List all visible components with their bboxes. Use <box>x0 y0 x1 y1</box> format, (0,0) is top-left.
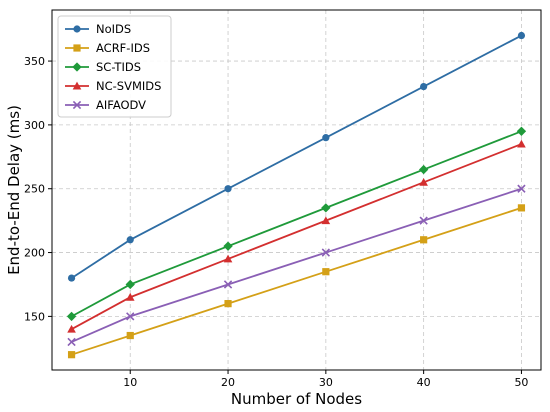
y-axis-ticks: 150 200 250 300 350 <box>24 55 52 323</box>
legend-marker <box>73 44 81 52</box>
data-point-nc-svmids <box>125 292 135 301</box>
data-point-aifaodv <box>517 184 526 193</box>
x-tick-label: 50 <box>514 376 528 389</box>
series-acrf-ids <box>67 204 526 359</box>
x-axis-ticks: 10 20 30 40 50 <box>123 370 528 389</box>
series-noids <box>67 31 526 282</box>
data-point-noids <box>67 274 76 282</box>
data-point-noids <box>420 82 428 91</box>
y-tick-label: 350 <box>24 55 45 68</box>
legend-label: NoIDS <box>96 22 131 36</box>
data-point-aifaodv <box>126 312 135 321</box>
data-point-sc-tids <box>223 241 233 251</box>
legend-marker <box>72 81 82 90</box>
legend-label: SC-TIDS <box>96 60 141 74</box>
data-point-aifaodv <box>321 248 331 257</box>
data-point-acrf-ids <box>224 300 232 308</box>
legend-marker <box>72 100 82 110</box>
data-point-sc-tids <box>125 279 135 290</box>
legend-label: NC-SVMIDS <box>96 79 161 93</box>
series-line-noids <box>71 34 522 279</box>
data-point-acrf-ids <box>126 331 134 340</box>
data-point-noids <box>322 134 330 142</box>
legend-marker <box>72 62 82 72</box>
data-point-nc-svmids <box>321 216 331 225</box>
y-tick-label: 250 <box>24 183 45 196</box>
x-tick-label: 10 <box>123 376 137 389</box>
x-tick-label: 20 <box>221 376 235 389</box>
x-axis-title: Number of Nodes <box>231 390 362 408</box>
legend: NoIDS ACRF-IDS SC-TIDS NC-SVMIDS AIFAODV <box>57 15 172 118</box>
legend-marker <box>73 25 81 33</box>
legend-item-acrf-ids: ACRF-IDS <box>65 41 150 55</box>
legend-label: ACRF-IDS <box>96 41 150 55</box>
data-point-sc-tids <box>66 311 77 322</box>
y-tick-label: 200 <box>24 247 45 260</box>
series-nc-svmids <box>67 139 526 333</box>
series-sc-tids <box>66 126 527 322</box>
data-point-aifaodv <box>67 337 76 347</box>
series-line-acrf-ids <box>71 207 522 356</box>
data-point-sc-tids <box>516 126 527 136</box>
legend-box <box>57 15 172 118</box>
x-tick-label: 30 <box>319 376 333 389</box>
data-point-noids <box>126 236 134 244</box>
x-tick-label: 40 <box>417 376 431 389</box>
data-point-acrf-ids <box>67 351 76 359</box>
series-group <box>66 31 527 359</box>
data-point-acrf-ids <box>420 236 428 244</box>
legend-label: AIFAODV <box>96 98 146 112</box>
plot-area <box>51 9 542 371</box>
series-aifaodv <box>67 184 526 347</box>
data-point-aifaodv <box>419 216 428 225</box>
data-point-nc-svmids <box>517 139 526 148</box>
data-point-acrf-ids <box>517 204 526 212</box>
legend-item-nc-svmids: NC-SVMIDS <box>65 79 161 93</box>
data-point-nc-svmids <box>419 178 428 186</box>
data-point-acrf-ids <box>322 268 330 276</box>
data-point-noids <box>517 31 526 40</box>
y-tick-label: 150 <box>24 310 45 323</box>
data-point-nc-svmids <box>223 254 233 263</box>
data-point-noids <box>224 185 232 193</box>
legend-item-sc-tids: SC-TIDS <box>65 60 141 74</box>
data-point-sc-tids <box>321 203 331 213</box>
series-line-nc-svmids <box>71 143 522 330</box>
legend-item-aifaodv: AIFAODV <box>65 98 146 112</box>
data-point-nc-svmids <box>67 324 76 333</box>
series-line-aifaodv <box>71 187 522 343</box>
data-point-aifaodv <box>223 280 233 289</box>
y-axis-title: End-to-End Delay (ms) <box>5 105 23 275</box>
series-line-sc-tids <box>71 130 522 318</box>
y-tick-label: 300 <box>24 119 45 132</box>
legend-item-noids: NoIDS <box>65 22 131 36</box>
data-point-sc-tids <box>418 164 429 175</box>
